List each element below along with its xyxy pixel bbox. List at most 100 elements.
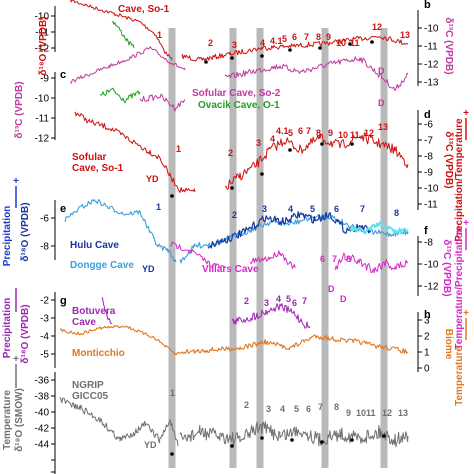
panel-letter-h: h (424, 309, 431, 321)
event-label-ngrip: 1 (170, 388, 175, 398)
event-label-d: 4 (270, 134, 275, 144)
panel-g-left-tick-label: -2 (40, 296, 49, 307)
legend-ngrip: GICC05 (72, 391, 109, 402)
event-bar-4 (321, 28, 329, 468)
legend-hulu: Hulu Cave (70, 240, 119, 251)
event-label-b: 1 (157, 30, 162, 40)
event-onset-dot (260, 436, 264, 440)
event-onset-dot (170, 194, 174, 198)
panel-f-right-tick-label: -8 (424, 238, 433, 249)
event-label-ngrip: 11 (366, 408, 376, 418)
ngrip-left-tick-label: -36 (35, 376, 50, 387)
legend-botuvera: Cave (72, 317, 96, 328)
event-label-ngrip: 5 (294, 404, 299, 414)
series-ngrip-early (59, 397, 179, 447)
panel-b-left-tick-label: -12 (35, 44, 50, 55)
event-label-e: 8 (394, 208, 399, 218)
ngrip-left-tick-label: -42 (35, 424, 50, 435)
series-ovacik-top (111, 21, 135, 49)
plus-sign: + (13, 176, 19, 187)
legend-sofular-so1: Sofular (72, 152, 107, 163)
event-bar-1 (168, 28, 176, 468)
panel-letter-d: d (424, 109, 431, 121)
panel-d-right-tick-label: -11 (424, 200, 438, 211)
event-onset-dot (260, 172, 264, 176)
event-label-b: 12 (372, 22, 382, 32)
panel-b-right-tick-label: -10 (424, 24, 439, 35)
event-label-b: 7 (304, 32, 309, 42)
event-onset-dot (348, 42, 352, 46)
event-onset-dot (370, 40, 374, 44)
panel-d-right-tick-label: -8 (424, 152, 433, 163)
event-label-g: 3 (264, 298, 269, 308)
series-so1-d18o-late (181, 35, 409, 62)
panel-d-right-tick-label: -7 (424, 136, 433, 147)
event-label-d: 10 (338, 130, 348, 140)
legend-sofular-so1-top: Cave, So-1 (118, 4, 170, 15)
side-precip-2: Precipitation (2, 298, 13, 359)
side-temp-right: Temperature (454, 346, 465, 406)
series-ovacik-c (99, 87, 141, 104)
panel-d-right-tick-label: -10 (424, 184, 439, 195)
event-label-g: 6 (292, 298, 297, 308)
series-monticchio-late (184, 334, 409, 354)
series-cyan (349, 221, 409, 235)
event-label-e: 5 (310, 204, 315, 214)
labels: -10 -11 -12 -10 -11 -12 -13 -9 -10 -11 -12 -6 -7 -8 -9… (2, 0, 469, 452)
event-label-d: 2 (228, 148, 233, 158)
ngrip-left-tick-label: -38 (35, 392, 50, 403)
series-villars-early (169, 241, 226, 269)
series-dongge-late (179, 214, 409, 264)
panel-e-ylabel: δ¹⁸O (VPDB) (20, 202, 31, 261)
event-label-ngrip: 2 (244, 400, 249, 410)
data-curves (59, 0, 409, 448)
event-onset-dot (320, 440, 324, 444)
panel-letter-g: g (60, 295, 67, 307)
event-onset-dot (170, 452, 174, 456)
event-label-b: 4.1 (270, 36, 283, 46)
series-villars-late (334, 252, 409, 274)
event-label-d: 8 (316, 128, 321, 138)
series-so1-d13c-early (74, 111, 196, 193)
event-onset-dot (230, 444, 234, 448)
event-onset-dot (288, 48, 292, 52)
panel-b-right-tick-label: -13 (424, 78, 439, 89)
legend-botuvera: Botuvera (72, 306, 116, 317)
panel-g-left-tick-label: -3 (40, 314, 49, 325)
series-monticchio-early (59, 325, 186, 356)
event-onset-dot (350, 438, 354, 442)
series-so1-d13c-late (224, 132, 409, 190)
event-onset-dot (288, 148, 292, 152)
panel-b-left-tick-label: -10 (35, 12, 50, 23)
side-temp-left: Temperature (2, 390, 13, 450)
event-label-e: 3 (262, 204, 267, 214)
event-label-d: YD (146, 174, 159, 184)
event-label-ngrip: 4 (280, 404, 285, 414)
event-label-b: 10 (336, 38, 346, 48)
panel-g-ylabel: δ¹⁸O (VPDB) (20, 304, 31, 363)
event-label-d: 5 (288, 128, 293, 138)
event-label-g: 5 (286, 294, 291, 304)
plus-sign: + (13, 354, 19, 365)
event-label-ngrip: 6 (306, 404, 311, 414)
event-label-f: D (340, 294, 347, 304)
panel-f-ylabel: δ¹³C (VPDB) (441, 239, 452, 296)
event-label-e: 6 (334, 204, 339, 214)
legend-sofular-so2: Sofular Cave, So-2 (192, 88, 281, 99)
panel-b-ylabel: δ¹⁸O (VPDB) (38, 16, 49, 75)
panel-g-left-tick-label: -4 (40, 332, 49, 343)
panel-b-right-ylabel: δ¹³C (VPDB) (443, 17, 454, 74)
event-label-b: 9 (326, 32, 331, 42)
plus-sign: + (463, 108, 469, 119)
panel-b-right-tick-label: -12 (424, 60, 439, 71)
panel-b-right-tick-label: -11 (424, 42, 438, 53)
event-label-f: 7 (332, 254, 337, 264)
legend-ovacik: Ovacik Cave, O-1 (198, 100, 280, 111)
legend-villars: Villars Cave (202, 264, 259, 275)
panel-e-left-tick-label: -8 (40, 242, 49, 253)
panel-h-right-tick-label: 1 (424, 348, 430, 359)
panel-b-left-tick-label: -11 (35, 28, 49, 39)
panel-h-ylabel: Biome (443, 329, 454, 360)
event-label-ngrip: 9 (346, 408, 351, 418)
